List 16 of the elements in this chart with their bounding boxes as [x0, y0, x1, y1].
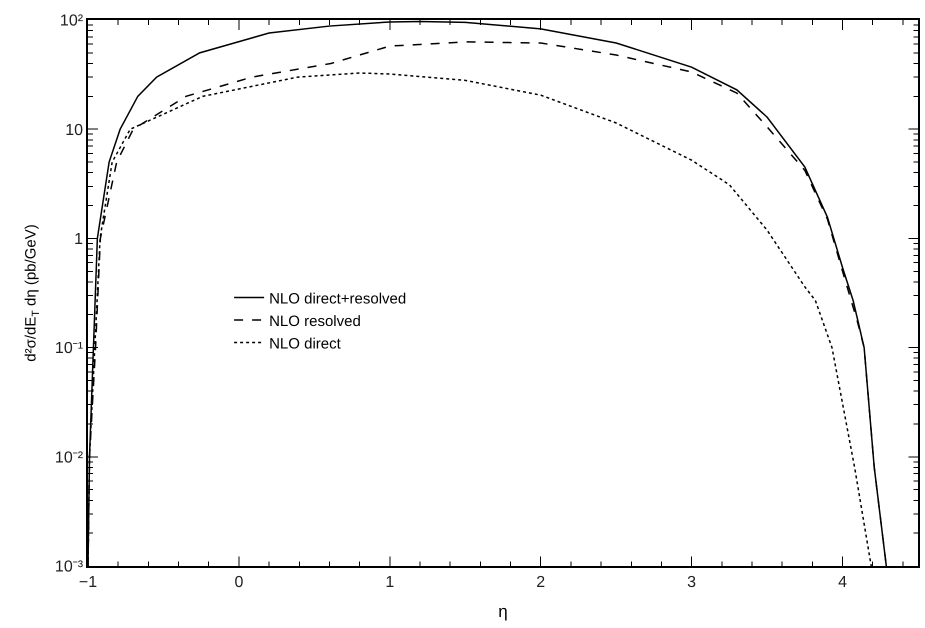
- y-tick-label: 10⁻³: [54, 558, 84, 576]
- x-tick-label: 2: [536, 574, 546, 591]
- x-axis-title: η: [498, 602, 508, 621]
- y-tick-label: 10: [65, 122, 84, 139]
- y-tick-label: 10²: [60, 12, 84, 30]
- legend-label: NLO direct: [269, 335, 342, 352]
- x-tick-label: 1: [385, 574, 394, 591]
- y-tick-label: 1: [74, 231, 84, 248]
- x-tick-label: 4: [838, 574, 848, 591]
- x-tick-label: 3: [687, 574, 696, 591]
- legend-label: NLO direct+resolved: [269, 290, 406, 308]
- legend-label: NLO resolved: [269, 312, 361, 330]
- y-tick-label: 10⁻¹: [54, 340, 84, 358]
- x-tick-label: 0: [234, 574, 244, 591]
- x-tick-label: −1: [78, 574, 98, 591]
- y-tick-label: 10⁻²: [54, 449, 84, 466]
